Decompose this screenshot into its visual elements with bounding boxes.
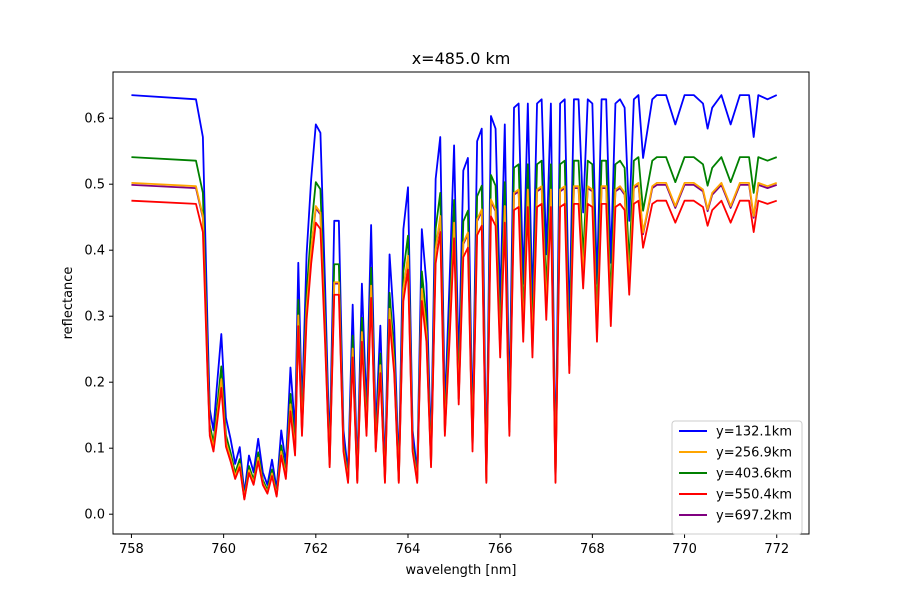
y-axis: 0.0 0.1 0.2 0.3 0.4 0.5 0.6 — [84, 112, 113, 523]
x-tick-label: 764 — [396, 542, 421, 557]
legend-label: y=403.6km — [716, 467, 792, 482]
x-tick-label: 760 — [211, 542, 236, 557]
legend: y=132.1km y=256.9km y=403.6km y=550.4km y=69… — [671, 420, 803, 535]
x-tick-label: 766 — [488, 542, 513, 557]
legend-label: y=550.4km — [716, 488, 792, 503]
y-axis-label: reflectance — [61, 267, 76, 340]
y-tick-label: 0.0 — [84, 508, 105, 523]
x-tick-label: 768 — [580, 542, 605, 557]
x-axis: 758 760 762 764 766 768 770 772 — [119, 534, 789, 557]
legend-label: y=256.9km — [716, 446, 792, 461]
y-tick-label: 0.2 — [84, 376, 105, 391]
chart-title: x=485.0 km — [412, 49, 511, 68]
x-tick-label: 758 — [119, 542, 144, 557]
legend-label: y=132.1km — [716, 425, 792, 440]
y-tick-label: 0.4 — [84, 244, 105, 259]
plot-frame — [112, 71, 810, 535]
x-axis-label: wavelength [nm] — [406, 563, 517, 578]
series-line-1 — [131, 94, 778, 495]
series-line-4 — [131, 199, 778, 501]
x-tick-label: 762 — [303, 542, 328, 557]
x-tick-label: 772 — [764, 542, 789, 557]
y-tick-label: 0.3 — [84, 310, 105, 325]
legend-label: y=697.2km — [716, 509, 792, 524]
y-tick-label: 0.5 — [84, 178, 105, 193]
plot-area — [131, 94, 778, 501]
y-tick-label: 0.6 — [84, 112, 105, 127]
y-tick-label: 0.1 — [84, 442, 105, 457]
x-tick-label: 770 — [672, 542, 697, 557]
legend-box — [671, 420, 803, 535]
